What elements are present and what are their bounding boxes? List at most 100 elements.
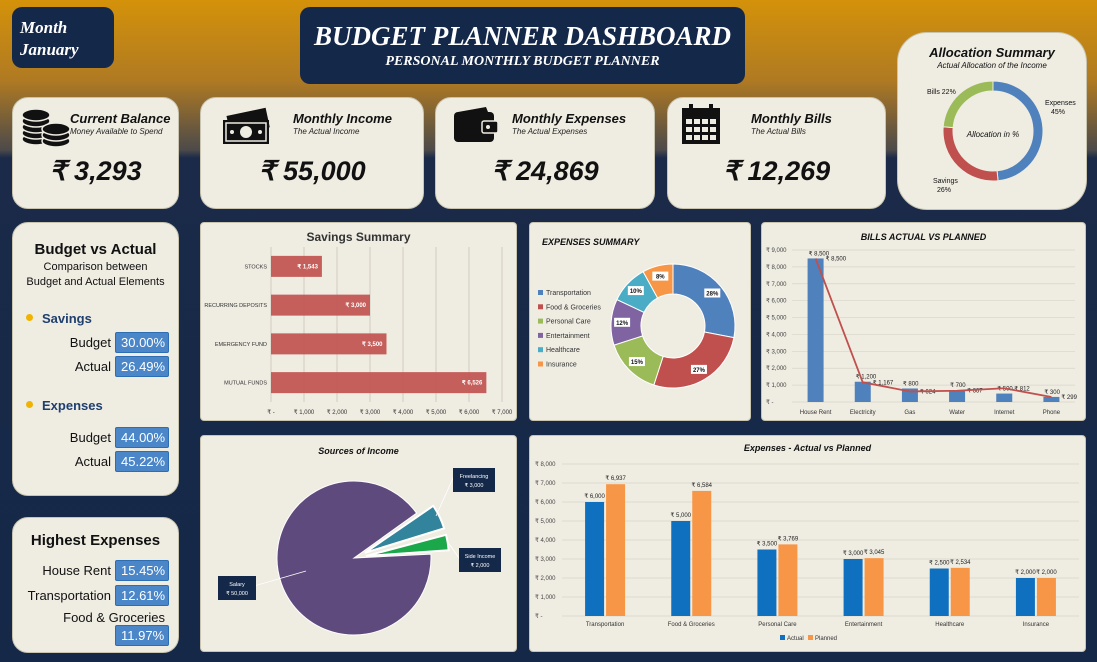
y-tick-label: ₹ 8,000 bbox=[535, 461, 556, 468]
page-subtitle: PERSONAL MONTHLY BUDGET PLANNER bbox=[385, 54, 660, 69]
expenses-heading: Expenses bbox=[42, 398, 103, 413]
bar-planned bbox=[778, 544, 798, 616]
x-tick-label: ₹ 1,000 bbox=[294, 409, 315, 416]
y-tick-label: ₹ 8,000 bbox=[766, 264, 787, 271]
data-label-box bbox=[704, 288, 721, 298]
bills-card: BILLS ACTUAL VS PLANNED ₹ - ₹ 1,000 ₹ 2,00… bbox=[761, 222, 1086, 421]
y-tick-label: RECURRING DEPOSITS bbox=[204, 303, 267, 309]
income-chart: Salary ₹ 50,000 Freelancing ₹ 3,000 Side Inc… bbox=[218, 468, 501, 636]
pie-slice bbox=[672, 263, 736, 339]
y-tick-label: ₹ 1,000 bbox=[766, 382, 787, 389]
y-tick-label: ₹ 4,000 bbox=[535, 537, 556, 544]
data-label: ₹ 2,000 bbox=[1036, 569, 1057, 576]
data-label: 10% bbox=[630, 289, 643, 295]
data-label: ₹ 3,000 bbox=[465, 482, 484, 489]
x-tick-label: ₹ 7,000 bbox=[492, 409, 513, 416]
data-label: ₹ 800 bbox=[903, 380, 919, 387]
bullet-icon bbox=[26, 314, 33, 321]
highest-row: Transportation 12.61% bbox=[28, 585, 169, 606]
chart-title: Sources of Income bbox=[318, 446, 399, 456]
legend-swatch bbox=[538, 332, 543, 338]
row-label: Actual bbox=[74, 359, 111, 374]
row-value: 11.97% bbox=[115, 625, 169, 646]
expenses-ap-card: Expenses - Actual vs Planned ₹ - ₹ 1,000 ₹… bbox=[529, 435, 1086, 652]
row-label: Food & Groceries bbox=[63, 610, 165, 625]
bva-desc-2: Budget and Actual Elements bbox=[26, 276, 165, 288]
data-label: ₹ 2,500 bbox=[929, 560, 950, 567]
legend-swatch bbox=[538, 347, 543, 353]
data-label: ₹ 812 bbox=[1014, 385, 1030, 392]
data-label-box bbox=[628, 357, 645, 367]
savings-summary-card: Savings Summary ₹ - ₹ 1,000 ₹ 2,000 ₹ 3,000… bbox=[200, 222, 517, 421]
row-value: 12.61% bbox=[115, 585, 169, 606]
allocation-subtitle: Actual Allocation of the Income bbox=[937, 61, 1047, 70]
expenses-budget-row: Budget 44.00% bbox=[70, 427, 169, 448]
income-card: Sources of Income Salary ₹ 50,000 Freelanc… bbox=[200, 435, 517, 652]
x-tick-label: ₹ 3,000 bbox=[360, 409, 381, 416]
cash-icon bbox=[223, 107, 270, 144]
kpi-subtitle: The Actual Income bbox=[293, 127, 360, 136]
legend-label: Insurance bbox=[546, 362, 577, 369]
alloc-label-expenses-pct: 45% bbox=[1051, 109, 1066, 116]
bar-actual bbox=[807, 258, 824, 402]
bar-planned bbox=[606, 484, 626, 616]
legend-label: Transportation bbox=[546, 290, 591, 297]
highest-expenses-card: Highest Expenses House Rent 15.45% Transp… bbox=[12, 517, 179, 653]
alloc-label-savings-pct: 26% bbox=[937, 187, 952, 194]
y-tick-label: ₹ - bbox=[766, 399, 773, 406]
bills-chart: ₹ - ₹ 1,000 ₹ 2,000 ₹ 3,000 ₹ 4,000 ₹ 5,000 ₹ … bbox=[766, 247, 1078, 416]
y-tick-label: ₹ 5,000 bbox=[766, 315, 787, 322]
alloc-label-savings: Savings bbox=[933, 178, 958, 185]
data-label: ₹ 3,000 bbox=[843, 550, 864, 557]
kpi-subtitle: The Actual Bills bbox=[751, 127, 806, 136]
data-label: 28% bbox=[706, 291, 719, 297]
data-label: ₹ 667 bbox=[967, 388, 983, 395]
y-tick-label: EMERGENCY FUND bbox=[215, 342, 267, 348]
planned-line bbox=[814, 258, 1052, 398]
x-tick-label: ₹ 6,000 bbox=[459, 409, 480, 416]
kpi-monthly-income: Monthly Income The Actual Income ₹ 55,00… bbox=[200, 97, 424, 209]
data-label: ₹ 1,543 bbox=[297, 263, 318, 270]
y-tick-label: ₹ 2,000 bbox=[535, 575, 556, 582]
kpi-monthly-expenses: Monthly Expenses The Actual Expenses ₹ 2… bbox=[435, 97, 655, 209]
x-tick-label: Phone bbox=[1043, 410, 1061, 416]
data-label: ₹ 8,500 bbox=[826, 255, 847, 262]
data-label: ₹ 1,200 bbox=[856, 374, 877, 381]
y-tick-label: ₹ 7,000 bbox=[766, 281, 787, 288]
row-label: Budget bbox=[69, 335, 111, 350]
month-value: January bbox=[20, 40, 79, 59]
bar-actual bbox=[585, 502, 605, 616]
bar-actual bbox=[996, 393, 1013, 402]
bar-actual bbox=[1015, 578, 1035, 616]
legend-label: Actual bbox=[787, 636, 804, 642]
legend-label: Entertainment bbox=[546, 333, 590, 340]
y-tick-label: ₹ 6,000 bbox=[766, 298, 787, 305]
y-tick-label: MUTUAL FUNDS bbox=[224, 381, 267, 387]
chart-title: EXPENSES SUMMARY bbox=[542, 237, 640, 247]
x-tick-label: Water bbox=[949, 410, 965, 416]
data-label: ₹ 1,167 bbox=[873, 379, 894, 386]
y-tick-label: ₹ - bbox=[535, 613, 542, 620]
data-label: ₹ 6,526 bbox=[462, 380, 483, 387]
month-label: Month bbox=[20, 18, 68, 37]
x-tick-label: Food & Groceries bbox=[668, 622, 715, 628]
bar-actual bbox=[757, 549, 777, 616]
data-label-category: Freelancing bbox=[460, 474, 489, 480]
row-label: Budget bbox=[69, 430, 111, 445]
chart-title: Savings Summary bbox=[306, 230, 411, 244]
bar-planned bbox=[1036, 578, 1056, 616]
legend-label: Healthcare bbox=[546, 347, 580, 354]
bar-actual bbox=[843, 559, 863, 616]
x-tick-label: Gas bbox=[904, 410, 915, 416]
data-label-category: Side Income bbox=[465, 554, 496, 560]
x-tick-label: Electricity bbox=[850, 410, 876, 416]
x-tick-label: ₹ 2,000 bbox=[327, 409, 348, 416]
data-label: 15% bbox=[631, 360, 644, 366]
legend-swatch bbox=[808, 635, 813, 640]
legend-swatch bbox=[538, 361, 543, 367]
savings-bar bbox=[271, 255, 322, 277]
leader-line bbox=[435, 477, 454, 517]
data-label: ₹ 6,000 bbox=[584, 493, 605, 500]
bar-planned bbox=[692, 490, 712, 616]
expenses-summary-chart: 28% 27% 15% 12% 10% 8% Transportation Food & Gr… bbox=[538, 263, 736, 389]
